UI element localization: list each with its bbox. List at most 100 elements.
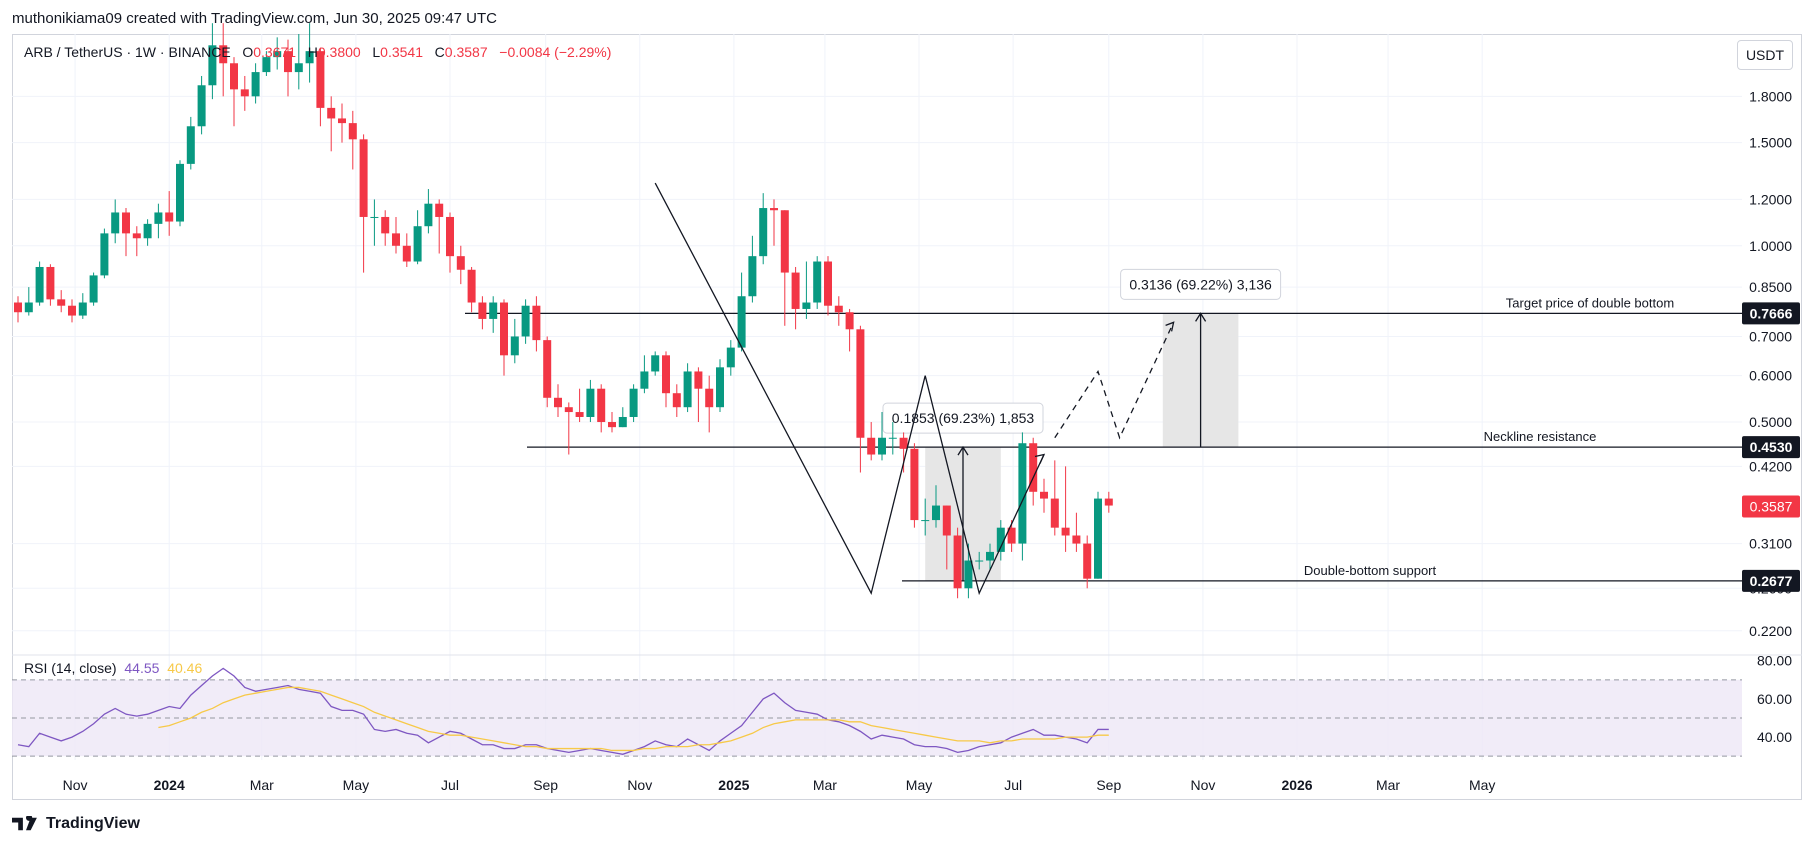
rsi-line xyxy=(17,667,1109,755)
candle-body xyxy=(1061,527,1070,536)
candle-body xyxy=(122,212,130,234)
candle-body xyxy=(694,371,703,389)
candle-body xyxy=(770,208,778,211)
candle-body xyxy=(219,45,228,64)
candle-body xyxy=(996,527,1005,552)
candle-body xyxy=(402,245,411,262)
time-axis-tick: Nov xyxy=(63,777,88,793)
candle-body xyxy=(89,275,98,303)
price-axis-tick: 0.3100 xyxy=(1749,536,1792,552)
candle-body xyxy=(251,72,260,97)
candle-body xyxy=(240,89,249,97)
last-price-tag xyxy=(1742,495,1800,518)
candle-body xyxy=(662,355,670,394)
candle-body xyxy=(230,63,238,90)
time-axis-tick: May xyxy=(343,777,369,793)
price-axis-tick: 1.5000 xyxy=(1749,135,1792,151)
candle-body xyxy=(143,223,152,239)
rsi-legend: RSI (14, close) 44.55 40.46 xyxy=(24,660,202,676)
candle-body xyxy=(554,397,562,408)
candle-body xyxy=(1018,443,1027,544)
candle-body xyxy=(651,355,660,372)
candle-body xyxy=(1050,498,1059,528)
candle-body xyxy=(564,407,573,413)
candle-body xyxy=(986,551,994,561)
candle-body xyxy=(683,371,692,408)
level-price-label: 0.7666 xyxy=(1750,305,1793,321)
candle-body xyxy=(424,203,433,227)
chart-frame xyxy=(12,34,1802,800)
candle-body xyxy=(186,126,195,164)
candle-body xyxy=(780,210,789,273)
rsi-title: RSI (14, close) xyxy=(24,660,117,676)
candle-body xyxy=(359,139,368,217)
candle-body xyxy=(392,233,400,246)
candle-body xyxy=(327,107,336,119)
level-price-tag xyxy=(1742,436,1800,459)
candle-body xyxy=(586,388,595,417)
candle-body xyxy=(413,226,422,262)
candle-body xyxy=(964,560,973,589)
time-axis-tick: Sep xyxy=(533,777,558,793)
candle-body xyxy=(618,416,627,428)
candle-body xyxy=(446,216,454,257)
candle-body xyxy=(348,123,357,140)
time-axis-tick: 2026 xyxy=(1281,777,1312,793)
candle-body xyxy=(1083,543,1092,579)
measure-label-box xyxy=(1120,268,1282,300)
candle-body xyxy=(197,85,206,127)
candle-body xyxy=(57,299,66,306)
candle-body xyxy=(824,261,832,306)
time-axis-tick: Mar xyxy=(1376,777,1400,793)
level-price-label: 0.2677 xyxy=(1750,573,1793,589)
candle-body xyxy=(759,208,768,257)
candle-body xyxy=(878,437,886,455)
symbol-pair: ARB / TetherUS · 1W · BINANCE xyxy=(24,44,231,60)
candle-body xyxy=(478,302,487,319)
price-axis-tick: 0.6000 xyxy=(1749,368,1792,384)
candle-body xyxy=(867,437,876,455)
low-label: L xyxy=(372,44,381,60)
candle-body xyxy=(856,329,865,438)
candle-body xyxy=(748,256,757,297)
candle-body xyxy=(629,388,638,417)
high-label: H xyxy=(307,44,318,60)
currency-button[interactable]: USDT xyxy=(1737,40,1793,70)
time-axis-tick: Jul xyxy=(441,777,459,793)
measure-label: 0.1853 (69.23%) 1,853 xyxy=(892,410,1035,426)
candle-body xyxy=(305,51,314,64)
candle-body xyxy=(597,388,606,423)
candle-body xyxy=(737,296,746,348)
rsi-axis-tick: 40.00 xyxy=(1757,729,1792,745)
price-axis-tick: 0.4200 xyxy=(1749,458,1792,474)
level-annotation: Target price of double bottom xyxy=(1506,295,1674,310)
brand-text: TradingView xyxy=(46,815,140,832)
price-axis-tick: 1.8000 xyxy=(1749,88,1792,104)
close-value: 0.3587 xyxy=(444,44,488,60)
candle-body xyxy=(802,302,811,309)
candle-body xyxy=(953,535,962,589)
candle-body xyxy=(543,340,552,398)
time-axis-tick: 2025 xyxy=(718,777,749,793)
candle-body xyxy=(1029,443,1038,492)
candle-body xyxy=(456,256,465,270)
level-price-label: 0.4530 xyxy=(1750,439,1793,455)
candle-body xyxy=(284,51,292,73)
measure-label: 0.3136 (69.22%) 3,136 xyxy=(1129,276,1272,292)
candle-body xyxy=(899,437,908,449)
candle-body xyxy=(100,233,109,276)
candle-body xyxy=(262,57,271,73)
rsi-ma-line xyxy=(158,686,1109,752)
time-axis-tick: Mar xyxy=(813,777,837,793)
candle-body xyxy=(132,233,141,239)
chart-credit-header: muthonikiama09 created with TradingView.… xyxy=(12,10,497,27)
candle-body xyxy=(672,393,681,408)
candle-body xyxy=(813,261,822,303)
time-axis-tick: Sep xyxy=(1096,777,1121,793)
candle-body xyxy=(640,371,649,389)
candle-body xyxy=(521,305,530,337)
candle-body xyxy=(370,216,379,218)
level-price-tag xyxy=(1742,569,1800,592)
close-label: C xyxy=(434,44,445,60)
